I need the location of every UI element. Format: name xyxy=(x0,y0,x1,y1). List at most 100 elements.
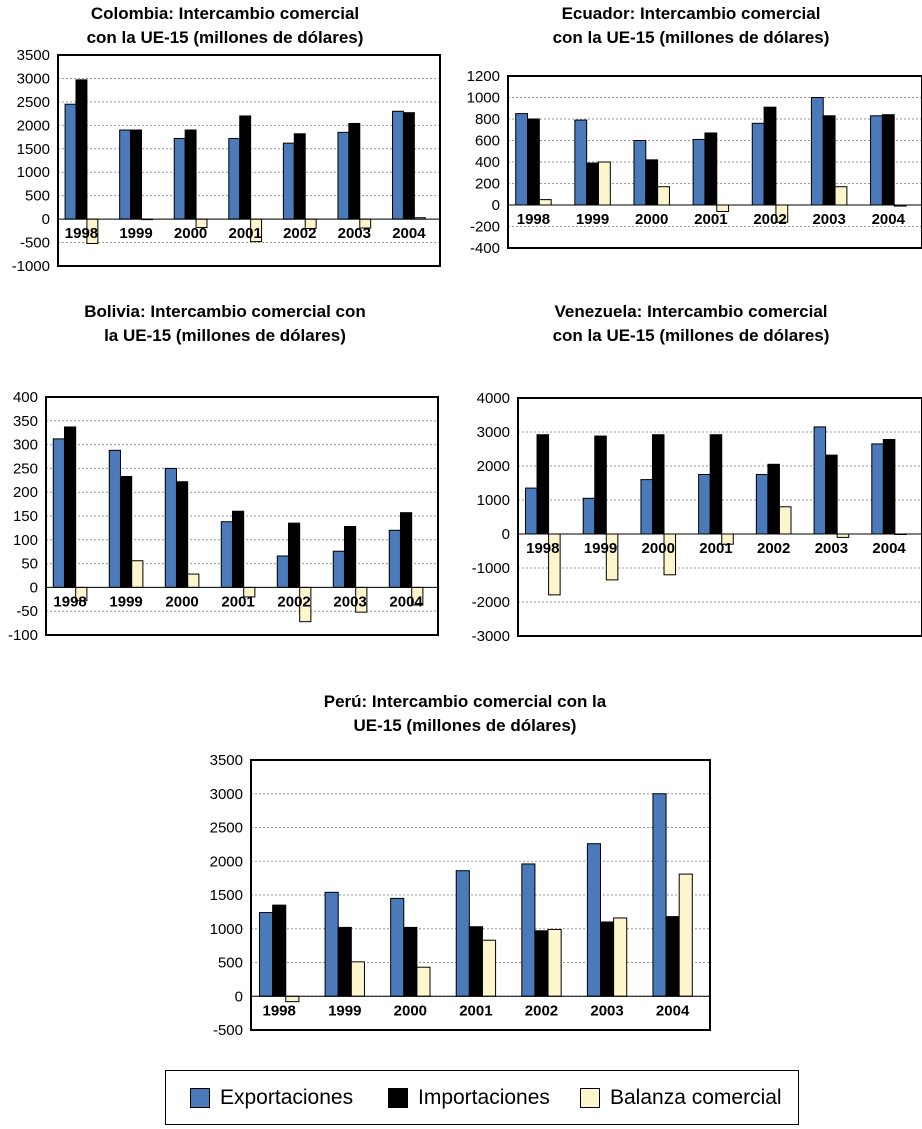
bar-exportaciones xyxy=(173,137,186,220)
bar-exportaciones xyxy=(390,897,405,997)
plot-frame xyxy=(517,397,922,637)
bar-importaciones xyxy=(586,162,599,206)
bar-exportaciones xyxy=(119,129,132,220)
chart-title-line-2: UE-15 (millones de dólares) xyxy=(353,716,577,735)
x-tick-label: 2004 xyxy=(872,540,906,557)
bar-balanza-comercial xyxy=(657,186,670,206)
legend-swatch-balanza xyxy=(580,1088,600,1108)
chart-title: Bolivia: Intercambio comercial con la UE… xyxy=(0,300,450,348)
y-tick-label: -1000 xyxy=(12,258,50,275)
x-tick-label: 2000 xyxy=(635,211,668,228)
bar-balanza-comercial xyxy=(131,560,144,588)
chart-title-line-1: Perú: Intercambio comercial con la xyxy=(323,692,607,711)
bar-importaciones xyxy=(763,106,777,206)
x-tick-label: 2004 xyxy=(872,211,906,228)
y-tick-label: 250 xyxy=(13,460,38,477)
plot-frame xyxy=(250,759,711,1031)
bar-exportaciones xyxy=(521,863,536,997)
bar-importaciones xyxy=(402,112,415,220)
bar-importaciones xyxy=(709,434,723,535)
bar-importaciones xyxy=(704,132,718,206)
bar-importaciones xyxy=(239,115,252,220)
x-tick-label: 2000 xyxy=(165,593,198,610)
y-tick-label: 0 xyxy=(502,526,510,543)
x-tick-label: 2000 xyxy=(642,540,675,557)
y-tick-label: 200 xyxy=(13,484,38,501)
y-tick-label: 3000 xyxy=(17,70,50,87)
bar-exportaciones xyxy=(259,912,274,997)
bar-exportaciones xyxy=(813,426,827,535)
chart-venezuela: Venezuela: Intercambio comercial con la … xyxy=(460,300,922,645)
y-tick-label: -1000 xyxy=(472,560,510,577)
y-tick-label: 3000 xyxy=(477,424,510,441)
bar-exportaciones xyxy=(870,115,883,206)
bar-importaciones xyxy=(881,114,895,206)
y-tick-label: 2000 xyxy=(17,117,50,134)
bar-importaciones xyxy=(822,115,836,206)
chart-title-line-1: Venezuela: Intercambio comercial xyxy=(554,302,828,321)
bar-importaciones xyxy=(594,435,607,535)
bar-exportaciones xyxy=(755,474,769,535)
x-tick-label: 2000 xyxy=(394,1002,427,1019)
chart-title-line-2: con la UE-15 (millones de dólares) xyxy=(86,28,364,47)
x-tick-label: 1998 xyxy=(526,540,559,557)
bar-exportaciones xyxy=(52,438,65,588)
legend-label: Balanza comercial xyxy=(610,1086,782,1109)
y-tick-label: -400 xyxy=(470,240,500,257)
y-tick-label: 500 xyxy=(218,955,243,972)
x-tick-label: 1998 xyxy=(65,225,98,242)
bar-exportaciones xyxy=(108,449,121,588)
legend-item-importaciones: Importaciones xyxy=(388,1086,550,1110)
y-tick-label: 1000 xyxy=(17,164,50,181)
y-tick-label: 350 xyxy=(13,413,38,430)
bar-exportaciones xyxy=(515,113,529,206)
y-tick-label: 1000 xyxy=(210,921,243,938)
bar-importaciones xyxy=(343,525,357,588)
bar-exportaciones xyxy=(586,843,601,997)
bar-balanza-comercial xyxy=(285,995,300,1003)
y-tick-label: 0 xyxy=(235,988,243,1005)
chart-title-line-1: Colombia: Intercambio comercial xyxy=(90,4,360,23)
y-tick-label: 1500 xyxy=(17,141,50,158)
chart-legend: Exportaciones Importaciones Balanza come… xyxy=(165,1070,799,1125)
y-tick-label: 500 xyxy=(25,188,50,205)
x-tick-label: 2001 xyxy=(459,1002,492,1019)
chart-title: Colombia: Intercambio comercial con la U… xyxy=(0,2,450,50)
bar-exportaciones xyxy=(164,467,177,588)
y-tick-label: 3000 xyxy=(210,786,243,803)
y-tick-label: 1500 xyxy=(210,887,243,904)
x-tick-label: 2002 xyxy=(283,225,316,242)
y-tick-label: 300 xyxy=(13,437,38,454)
y-tick-label: -2000 xyxy=(472,594,510,611)
legend-label: Importaciones xyxy=(418,1086,550,1109)
bar-importaciones xyxy=(75,79,88,220)
plot-frame xyxy=(57,54,441,267)
chart-colombia: Colombia: Intercambio comercial con la U… xyxy=(0,0,450,280)
y-tick-label: 400 xyxy=(475,154,500,171)
x-tick-label: 2004 xyxy=(389,593,423,610)
bar-importaciones xyxy=(175,481,189,588)
bar-balanza-comercial xyxy=(187,573,200,588)
bar-exportaciones xyxy=(332,550,345,588)
bar-exportaciones xyxy=(276,555,289,588)
bar-balanza-comercial xyxy=(597,161,611,206)
bar-importaciones xyxy=(403,926,418,997)
chart-title: Venezuela: Intercambio comercial con la … xyxy=(460,300,922,348)
x-tick-label: 2002 xyxy=(757,540,790,557)
x-tick-label: 1998 xyxy=(517,211,550,228)
bar-balanza-comercial xyxy=(481,939,497,997)
y-tick-label: 2000 xyxy=(477,458,510,475)
bar-importaciones xyxy=(272,904,287,997)
y-tick-label: 800 xyxy=(475,111,500,128)
x-tick-label: 2003 xyxy=(333,593,366,610)
bar-balanza-comercial xyxy=(547,928,562,997)
plot-frame xyxy=(507,75,922,249)
bar-exportaciones xyxy=(692,138,706,206)
y-tick-label: 400 xyxy=(13,389,38,406)
chart-title-line-1: Ecuador: Intercambio comercial xyxy=(561,4,821,23)
legend-swatch-importaciones xyxy=(388,1088,408,1108)
bar-exportaciones xyxy=(810,97,824,206)
y-tick-label: 0 xyxy=(30,579,38,596)
y-tick-label: 1000 xyxy=(467,90,500,107)
chart-title-line-1: Bolivia: Intercambio comercial con xyxy=(84,302,366,321)
